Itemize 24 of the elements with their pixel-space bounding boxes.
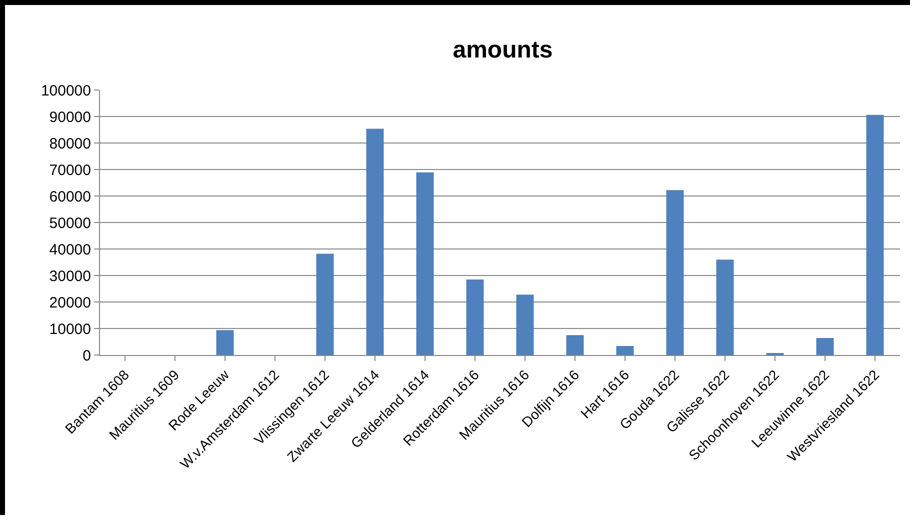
bar	[566, 335, 584, 355]
bar	[616, 346, 634, 355]
y-tick-label: 50000	[49, 214, 91, 232]
y-tick-label: 80000	[49, 135, 91, 152]
y-tick-label: 10000	[49, 320, 91, 338]
bar	[316, 254, 334, 355]
y-tick-label: 30000	[49, 268, 91, 285]
chart-title: amounts	[452, 36, 553, 64]
y-tick-label: 70000	[49, 162, 91, 179]
y-tick-label: 60000	[49, 188, 91, 206]
bar	[216, 330, 234, 355]
bar	[366, 128, 384, 355]
y-tick-label: 20000	[49, 294, 91, 312]
y-tick-label: 90000	[49, 108, 91, 126]
y-tick-label: 40000	[49, 241, 91, 258]
y-tick-label: 100000	[40, 82, 91, 100]
bar	[816, 338, 834, 355]
bar	[516, 294, 534, 355]
bar	[716, 260, 734, 355]
bar	[666, 190, 684, 355]
bar	[466, 279, 484, 355]
bar	[416, 172, 434, 355]
bar	[866, 114, 884, 355]
y-tick-label: 0	[82, 347, 91, 364]
